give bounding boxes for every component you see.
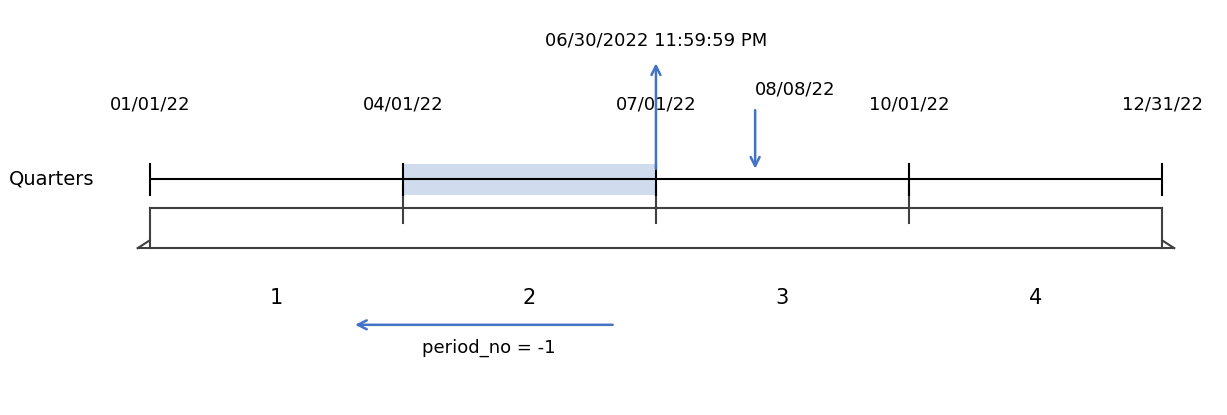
Text: 1: 1 — [270, 288, 283, 308]
Text: 3: 3 — [775, 288, 789, 308]
Text: 06/30/2022 11:59:59 PM: 06/30/2022 11:59:59 PM — [545, 32, 767, 49]
Text: Quarters: Quarters — [9, 170, 94, 189]
Text: 10/01/22: 10/01/22 — [869, 95, 950, 114]
Text: period_no = -1: period_no = -1 — [422, 339, 556, 357]
Text: 12/31/22: 12/31/22 — [1121, 95, 1202, 114]
Text: 2: 2 — [523, 288, 536, 308]
Text: 01/01/22: 01/01/22 — [109, 95, 190, 114]
Bar — [402, 164, 656, 195]
Text: 08/08/22: 08/08/22 — [755, 80, 836, 98]
Text: 07/01/22: 07/01/22 — [616, 95, 696, 114]
Text: 04/01/22: 04/01/22 — [362, 95, 443, 114]
Text: 4: 4 — [1029, 288, 1042, 308]
